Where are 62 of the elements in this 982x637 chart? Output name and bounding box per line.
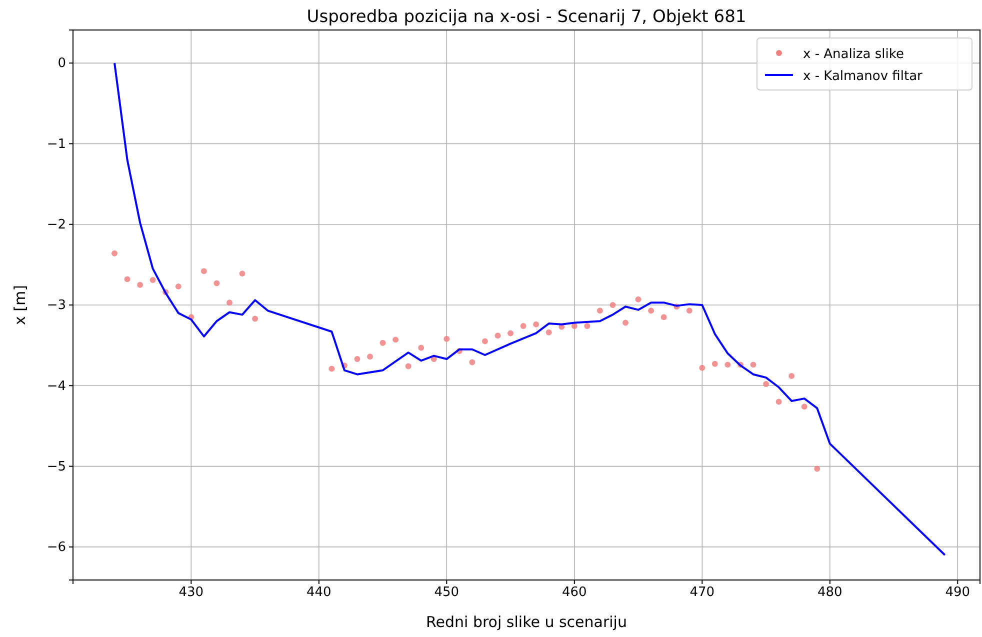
- point: [635, 296, 642, 302]
- point: [124, 276, 130, 282]
- point: [610, 302, 616, 308]
- point: [175, 283, 182, 290]
- point: [252, 316, 258, 322]
- point: [596, 308, 603, 314]
- point: [405, 363, 412, 370]
- point: [469, 359, 476, 366]
- x-tick-label: 430: [178, 585, 204, 600]
- point: [584, 322, 590, 329]
- point: [648, 308, 654, 314]
- line-series: [114, 62, 946, 556]
- point: [226, 300, 232, 306]
- point: [444, 336, 450, 342]
- y-axis-title: x [m]: [11, 285, 29, 325]
- point: [814, 466, 820, 472]
- point: [392, 336, 399, 343]
- x-tick-label: 460: [562, 585, 587, 600]
- point: [801, 404, 808, 410]
- point: [328, 366, 335, 372]
- y-tick-label: −6: [46, 540, 66, 556]
- x-tick-label: 440: [306, 585, 332, 600]
- x-tick-label: 480: [817, 585, 842, 600]
- y-tick-label: −4: [46, 378, 66, 394]
- point: [150, 277, 156, 283]
- y-tick-label: 0: [58, 56, 66, 72]
- point: [418, 344, 424, 351]
- legend-label: x - Analiza slike: [803, 47, 904, 62]
- x-axis-title: Redni broj slike u scenariju: [426, 613, 627, 631]
- point: [354, 356, 360, 362]
- point: [763, 381, 770, 388]
- point: [200, 268, 207, 274]
- point: [494, 332, 501, 339]
- chart-title: Usporedba pozicija na x-osi - Scenarij 7, Objekt 681: [306, 7, 746, 27]
- y-tick-label: −2: [46, 218, 66, 233]
- legend-label: x - Kalmanov filtar: [803, 69, 924, 84]
- point: [699, 364, 706, 371]
- point: [137, 282, 144, 288]
- y-tick-label: −3: [46, 298, 66, 314]
- x-tick-label: 490: [945, 585, 970, 600]
- point: [750, 362, 756, 368]
- x-tick-label: 470: [690, 585, 715, 600]
- point: [724, 362, 731, 368]
- point: [214, 280, 220, 286]
- point: [788, 372, 795, 379]
- point: [508, 330, 514, 336]
- point: [776, 398, 782, 405]
- y-tick-label: −1: [46, 136, 66, 152]
- point: [520, 322, 526, 329]
- point: [239, 270, 246, 277]
- point: [482, 338, 488, 344]
- point: [380, 340, 386, 346]
- y-tick-label: −5: [46, 459, 66, 474]
- point: [533, 321, 540, 328]
- x-tick-label: 450: [434, 585, 460, 600]
- point: [686, 308, 692, 314]
- point: [367, 354, 373, 360]
- point: [622, 320, 628, 326]
- point: [712, 360, 718, 367]
- point: [112, 250, 118, 256]
- point: [660, 314, 667, 320]
- point: [546, 329, 552, 336]
